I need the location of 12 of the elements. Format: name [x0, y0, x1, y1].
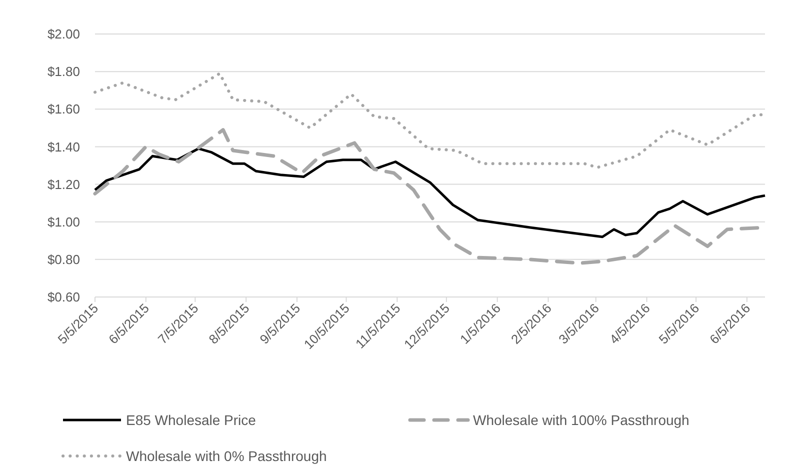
y-tick-label: $0.60 — [47, 290, 80, 305]
y-tick-label: $1.60 — [47, 102, 80, 117]
y-tick-label: $1.40 — [47, 139, 80, 154]
y-tick-label: $1.80 — [47, 64, 80, 80]
line-series — [94, 147, 766, 238]
y-tick-label: $1.20 — [47, 176, 80, 192]
y-tick-label: $0.80 — [47, 252, 80, 267]
y-tick-label: $1.00 — [47, 214, 80, 230]
legend-label: E85 Wholesale Price — [126, 412, 256, 428]
legend-label: Wholesale with 0% Passthrough — [126, 448, 327, 464]
y-tick-label: $2.00 — [47, 26, 80, 42]
legend-label: Wholesale with 100% Passthrough — [473, 412, 690, 428]
